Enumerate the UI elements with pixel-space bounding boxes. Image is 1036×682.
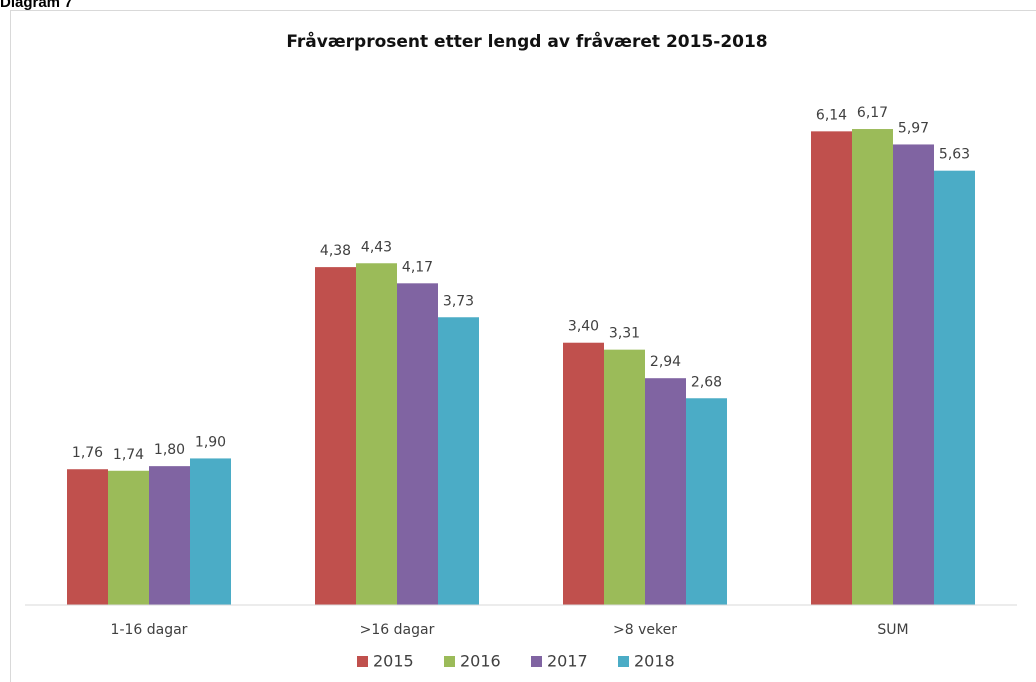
legend-label: 2017 xyxy=(547,652,588,671)
value-label: 3,73 xyxy=(443,293,474,309)
bar xyxy=(315,267,356,605)
value-label: 5,97 xyxy=(898,120,929,136)
value-label: 2,94 xyxy=(650,354,681,370)
bar xyxy=(356,263,397,605)
bar xyxy=(67,469,108,605)
value-label: 1,74 xyxy=(113,447,144,463)
bar xyxy=(811,131,852,606)
bar xyxy=(686,398,727,605)
legend-label: 2015 xyxy=(373,652,414,671)
value-label: 4,43 xyxy=(361,239,392,255)
value-label: 4,38 xyxy=(320,243,351,259)
bar xyxy=(149,466,190,605)
x-tick-label: SUM xyxy=(877,622,908,638)
legend-swatch xyxy=(618,656,629,667)
legend-label: 2018 xyxy=(634,652,675,671)
value-label: 6,17 xyxy=(857,105,888,121)
bar xyxy=(438,317,479,605)
value-label: 6,14 xyxy=(816,107,847,123)
value-label: 1,90 xyxy=(195,434,226,450)
page-label: Diagram 7 xyxy=(0,0,73,11)
bar xyxy=(397,283,438,605)
value-label: 3,31 xyxy=(609,326,640,342)
value-label: 1,80 xyxy=(154,442,185,458)
bar xyxy=(645,378,686,605)
legend-swatch xyxy=(531,656,542,667)
x-tick-label: >16 dagar xyxy=(360,622,435,638)
legend-swatch xyxy=(357,656,368,667)
value-label: 3,40 xyxy=(568,319,599,335)
value-label: 2,68 xyxy=(691,374,722,390)
legend-label: 2016 xyxy=(460,652,501,671)
bar xyxy=(108,470,149,605)
x-tick-label: 1-16 dagar xyxy=(111,622,188,638)
bar xyxy=(934,170,975,605)
bar xyxy=(893,144,934,605)
value-label: 5,63 xyxy=(939,147,970,163)
bar xyxy=(852,129,893,605)
legend-swatch xyxy=(444,656,455,667)
bar xyxy=(604,349,645,605)
chart-title: Fråværprosent etter lengd av fråværet 20… xyxy=(286,30,767,52)
value-label: 1,76 xyxy=(72,445,103,461)
bar xyxy=(190,458,231,605)
x-tick-label: >8 veker xyxy=(613,622,677,638)
bar xyxy=(563,342,604,605)
value-label: 4,17 xyxy=(402,259,433,275)
